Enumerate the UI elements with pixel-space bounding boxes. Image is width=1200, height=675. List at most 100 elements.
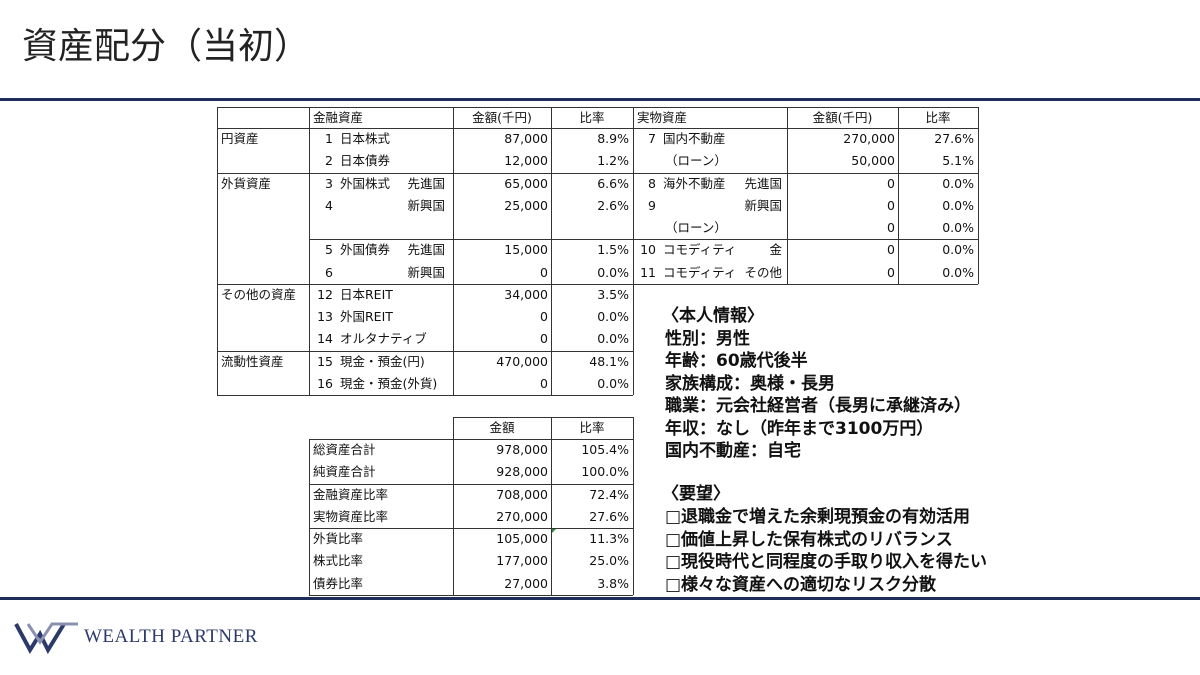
item-name: 海外不動産 xyxy=(663,175,726,191)
table-rule xyxy=(551,107,552,395)
amount: 0 xyxy=(540,375,548,391)
profile-item: 年齢：60歳代後半 xyxy=(665,351,808,371)
requests-heading: 〈要望〉 xyxy=(662,484,730,504)
table-rule xyxy=(217,107,218,395)
table-rule xyxy=(898,107,899,284)
ratio: 27.6% xyxy=(934,131,974,146)
amount: 0 xyxy=(887,175,895,191)
ratio: 0.0% xyxy=(597,375,629,391)
request-item: □現役時代と同程度の手取り収入を得たい xyxy=(665,552,988,572)
ratio: 0.0% xyxy=(597,331,629,347)
ratio: 0.0% xyxy=(942,220,974,235)
amount: 0 xyxy=(887,220,895,235)
amount: 87,000 xyxy=(504,131,548,146)
ratio: 8.9% xyxy=(597,131,629,146)
item-number: 9 xyxy=(648,197,656,213)
item-name: 現金・預金(円) xyxy=(340,353,425,369)
column-header: 金額(千円) xyxy=(812,110,873,125)
amount: 270,000 xyxy=(496,508,548,524)
amount: 50,000 xyxy=(851,153,895,169)
item-number: 4 xyxy=(325,197,333,213)
item-name: 日本株式 xyxy=(340,131,391,146)
item-number: 10 xyxy=(640,242,656,258)
table-rule xyxy=(217,350,633,352)
table-rule xyxy=(633,107,634,395)
top-rule xyxy=(0,98,1200,101)
column-header: 金融資産 xyxy=(313,110,364,125)
table-rule xyxy=(633,417,634,595)
summary-label: 株式比率 xyxy=(313,553,364,569)
summary-label: 純資産合計 xyxy=(313,464,376,480)
amount: 0 xyxy=(540,331,548,347)
table-rule xyxy=(217,172,633,174)
column-header: 実物資産 xyxy=(637,110,688,125)
item-name: 日本債券 xyxy=(340,153,391,169)
table-rule xyxy=(787,107,788,284)
ratio: 2.6% xyxy=(597,197,629,213)
profile-item: 国内不動産：自宅 xyxy=(665,441,801,461)
table-rule xyxy=(978,107,979,284)
logo-mark xyxy=(14,622,78,654)
profile-item: 年収：なし（昨年まで3100万円） xyxy=(665,418,934,439)
item-number: 3 xyxy=(325,175,333,191)
group-label: 外貨資産 xyxy=(221,175,272,191)
profile-item: 家族構成：奥様・長男 xyxy=(665,373,835,394)
amount: 34,000 xyxy=(504,286,548,302)
table-rule xyxy=(633,172,978,174)
item-name: 外国債券 xyxy=(340,242,391,258)
item-name: 日本REIT xyxy=(340,286,393,302)
amount: 65,000 xyxy=(504,175,548,191)
item-sub: 新興国 xyxy=(407,264,445,280)
ratio: 27.6% xyxy=(589,508,629,524)
bottom-rule xyxy=(0,597,1200,600)
ratio: 0.0% xyxy=(942,197,974,213)
amount: 15,000 xyxy=(504,242,548,258)
profile-item: 職業：元会社経営者（長男に承継済み） xyxy=(665,396,971,416)
title: 資産配分（当初） xyxy=(22,26,311,67)
item-sub: 先進国 xyxy=(407,242,445,258)
ratio: 100.0% xyxy=(581,464,629,480)
ratio: 6.6% xyxy=(597,175,629,191)
ratio: 0.0% xyxy=(942,264,974,280)
item-name: コモディティ xyxy=(663,242,737,258)
item-number: 1 xyxy=(325,131,333,146)
table-rule xyxy=(453,417,633,418)
item-name: （ローン） xyxy=(665,153,727,169)
table-rule xyxy=(217,395,633,396)
request-item: □価値上昇した保有株式のリバランス xyxy=(665,529,953,550)
table-rule xyxy=(309,439,633,440)
item-name: オルタナティブ xyxy=(340,331,427,347)
column-header: 比率 xyxy=(579,420,605,435)
item-sub: 金 xyxy=(769,242,782,258)
profile-item: 性別：男性 xyxy=(665,328,750,349)
item-name: 国内不動産 xyxy=(663,131,726,146)
profile-heading: 〈本人情報〉 xyxy=(662,306,764,326)
item-sub: 先進国 xyxy=(744,175,782,191)
table-rule xyxy=(309,439,310,595)
amount: 270,000 xyxy=(843,131,895,146)
item-name: 現金・預金(外貨) xyxy=(340,375,438,391)
amount: 25,000 xyxy=(504,197,548,213)
amount: 0 xyxy=(887,242,895,258)
table-rule xyxy=(453,107,454,395)
summary-label: 債券比率 xyxy=(313,575,364,591)
item-number: 7 xyxy=(648,131,656,146)
amount: 978,000 xyxy=(496,442,548,457)
summary-label: 総資産合計 xyxy=(313,442,376,457)
ratio: 3.5% xyxy=(597,286,629,302)
ratio: 0.0% xyxy=(597,309,629,324)
item-number: 6 xyxy=(325,264,333,280)
summary-label: 金融資産比率 xyxy=(313,486,389,502)
table-rule xyxy=(217,283,633,285)
ratio: 11.3% xyxy=(589,531,629,546)
item-name: コモディティ xyxy=(663,264,737,280)
group-label: 円資産 xyxy=(221,131,259,146)
item-number: 11 xyxy=(640,264,656,280)
column-header: 金額 xyxy=(489,420,515,435)
amount: 27,000 xyxy=(504,575,548,591)
table-rule xyxy=(633,239,978,241)
ratio: 5.1% xyxy=(942,153,974,169)
item-name: 外国REIT xyxy=(340,309,393,324)
ratio: 25.0% xyxy=(589,553,629,569)
